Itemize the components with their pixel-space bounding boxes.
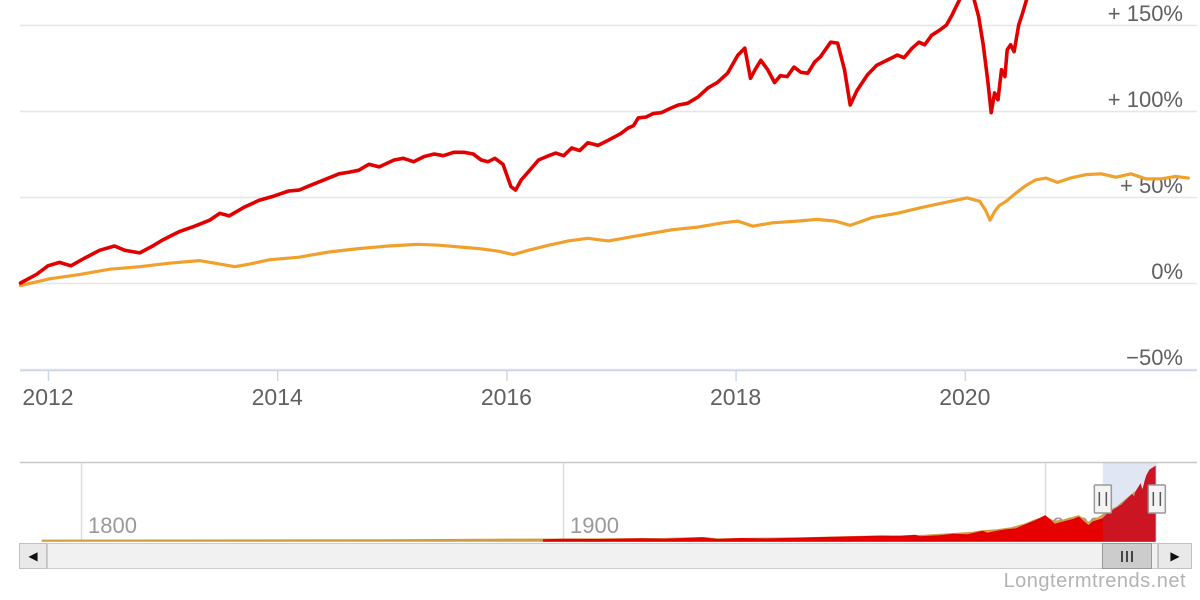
y-axis-label: + 100% — [1108, 87, 1183, 112]
navigator-axis-label: 1800 — [88, 513, 137, 538]
red-series-line[interactable] — [18, 0, 1189, 285]
scrollbar-left-button[interactable]: ◀ — [19, 543, 47, 569]
navigator-red-area — [542, 465, 1156, 542]
scrollbar-thumb[interactable] — [1102, 543, 1152, 569]
navigator-left-handle[interactable] — [1093, 484, 1113, 514]
y-axis-label: −50% — [1126, 345, 1183, 370]
scrollbar-rifle — [1131, 550, 1133, 562]
scrollbar-right-button[interactable]: ▶ — [1158, 543, 1192, 569]
navigator[interactable]: 180019002000 — [20, 461, 1197, 542]
navigator-right-handle-grip[interactable] — [1147, 484, 1167, 514]
scroll-left-icon: ◀ — [28, 549, 38, 563]
plot-area[interactable] — [18, 0, 1190, 288]
scrollbar-track[interactable] — [47, 543, 1158, 569]
main-chart[interactable]: + 150%+ 100%+ 50%0%−50%2012 2014 2016 2018 2… — [18, 0, 1197, 410]
watermark: Longtermtrends.net — [1003, 570, 1186, 592]
x-axis-label: 2018 — [710, 384, 761, 410]
y-axis-label: + 150% — [1108, 1, 1183, 26]
navigator-left-handle-grip[interactable] — [1093, 484, 1113, 514]
orange-series-line[interactable] — [18, 172, 1190, 288]
navigator-right-handle[interactable] — [1147, 484, 1167, 514]
x-axis-label: 2014 — [252, 384, 303, 410]
x-axis-label: 2016 — [481, 384, 532, 410]
navigator-axis-label: 1900 — [570, 513, 619, 538]
y-axis-label: 0% — [1151, 259, 1183, 284]
scrollbar-rifle — [1121, 550, 1123, 562]
scroll-right-icon: ▶ — [1170, 549, 1180, 563]
x-axis-label: 2020 — [939, 384, 990, 410]
scrollbar-rifle — [1126, 550, 1128, 562]
x-axis-label: 2012 — [22, 384, 73, 410]
